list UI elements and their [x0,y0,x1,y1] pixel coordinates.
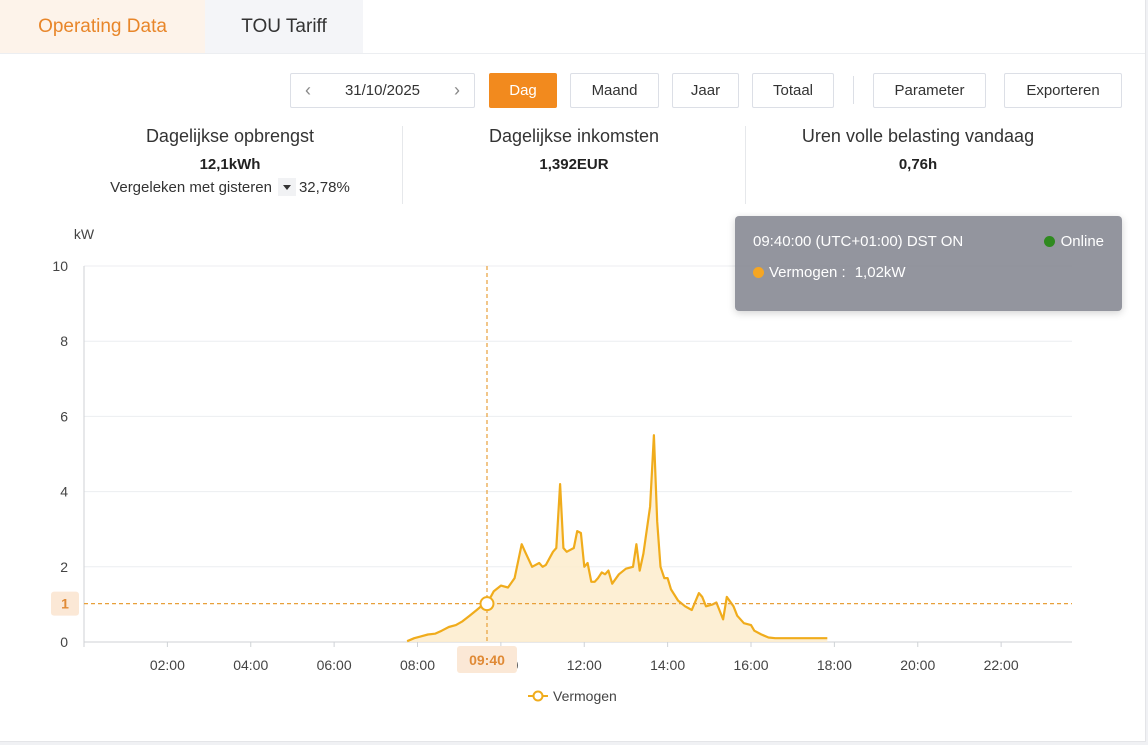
legend-label: Vermogen [553,688,617,704]
x-tick-label: 04:00 [233,657,268,673]
x-tick-label: 16:00 [733,657,768,673]
date-value[interactable]: 31/10/2025 [344,82,421,99]
chevron-right-icon[interactable]: › [453,80,460,100]
period-month-button[interactable]: Maand [570,73,659,108]
power-chart[interactable]: 0246810kW02:0004:0006:0008:0010:0012:001… [0,210,1146,720]
period-total-button[interactable]: Totaal [752,73,834,108]
online-status-label: Online [1060,233,1104,250]
period-day-button[interactable]: Dag [489,73,557,108]
x-tick-label: 12:00 [567,657,602,673]
compare-yesterday: Vergeleken met gisteren 32,78% [90,178,370,196]
x-tick-label: 18:00 [817,657,852,673]
full-load-value: 0,76h [898,156,938,173]
full-load-label: Uren volle belasting vandaag [801,126,1035,146]
toolbar: ‹ 31/10/2025 › Dag Maand Jaar Totaal Par… [0,73,1146,108]
stat-divider [745,126,746,204]
x-tick-label: 06:00 [317,657,352,673]
tab-bar: Operating Data TOU Tariff [0,0,363,53]
compare-value: 32,78% [298,178,350,196]
x-tick-label: 14:00 [650,657,685,673]
y-tick-label: 6 [60,408,68,424]
stats-row: Dagelijkse opbrengst 12,1kWh Vergeleken … [0,126,1146,204]
daily-income-stat: Dagelijkse inkomsten 1,392EUR [434,126,714,173]
full-load-stat: Uren volle belasting vandaag 0,76h [768,126,1068,173]
date-picker[interactable]: ‹ 31/10/2025 › [290,73,475,108]
y-axis-label: kW [74,226,95,242]
x-tick-label: 22:00 [984,657,1019,673]
daily-income-value: 1,392EUR [539,156,609,173]
legend-marker [532,690,544,702]
daily-yield-value: 12,1kWh [199,156,261,173]
y-tick-label: 10 [52,258,68,274]
tooltip-series-value: 1,02kW [854,264,906,281]
y-tick-label: 0 [60,634,68,650]
status-dot-icon [1043,236,1055,247]
crosshair-x-label-bg [456,646,517,673]
y-tick-label: 4 [60,484,68,500]
parameter-button[interactable]: Parameter [873,73,986,108]
daily-income-label: Dagelijkse inkomsten [488,126,660,146]
series-area [407,435,828,642]
series-dot-icon [753,267,764,278]
x-tick-label: 02:00 [150,657,185,673]
export-button[interactable]: Exporteren [1004,73,1122,108]
compare-label: Vergeleken met gisteren [110,178,272,196]
daily-yield-label: Dagelijkse opbrengst [145,126,315,146]
chevron-left-icon[interactable]: ‹ [305,80,311,100]
crosshair-y-label: 1 [61,596,69,612]
tooltip-series-label: Vermogen : [769,264,846,281]
tab-operating-data[interactable]: Operating Data [0,0,205,53]
chart-tooltip: 09:40:00 (UTC+01:00) DST ON Online Vermo… [735,216,1122,311]
tab-tou-tariff[interactable]: TOU Tariff [205,0,363,53]
x-tick-label: 08:00 [400,657,435,673]
online-status: Online [1043,233,1104,250]
crosshair-point [479,596,495,612]
y-tick-label: 8 [60,333,68,349]
period-year-button[interactable]: Jaar [672,73,739,108]
crosshair-x-label: 09:40 [469,652,505,668]
crosshair-y-label-bg [51,591,79,616]
stat-divider [402,126,403,204]
caret-down-icon [277,178,296,196]
toolbar-separator [853,76,854,104]
y-tick-label: 2 [60,559,68,575]
tab-divider [0,53,1145,54]
tooltip-time: 09:40:00 (UTC+01:00) DST ON [753,233,964,250]
x-tick-label: 20:00 [900,657,935,673]
daily-yield-stat: Dagelijkse opbrengst 12,1kWh Vergeleken … [90,126,370,196]
